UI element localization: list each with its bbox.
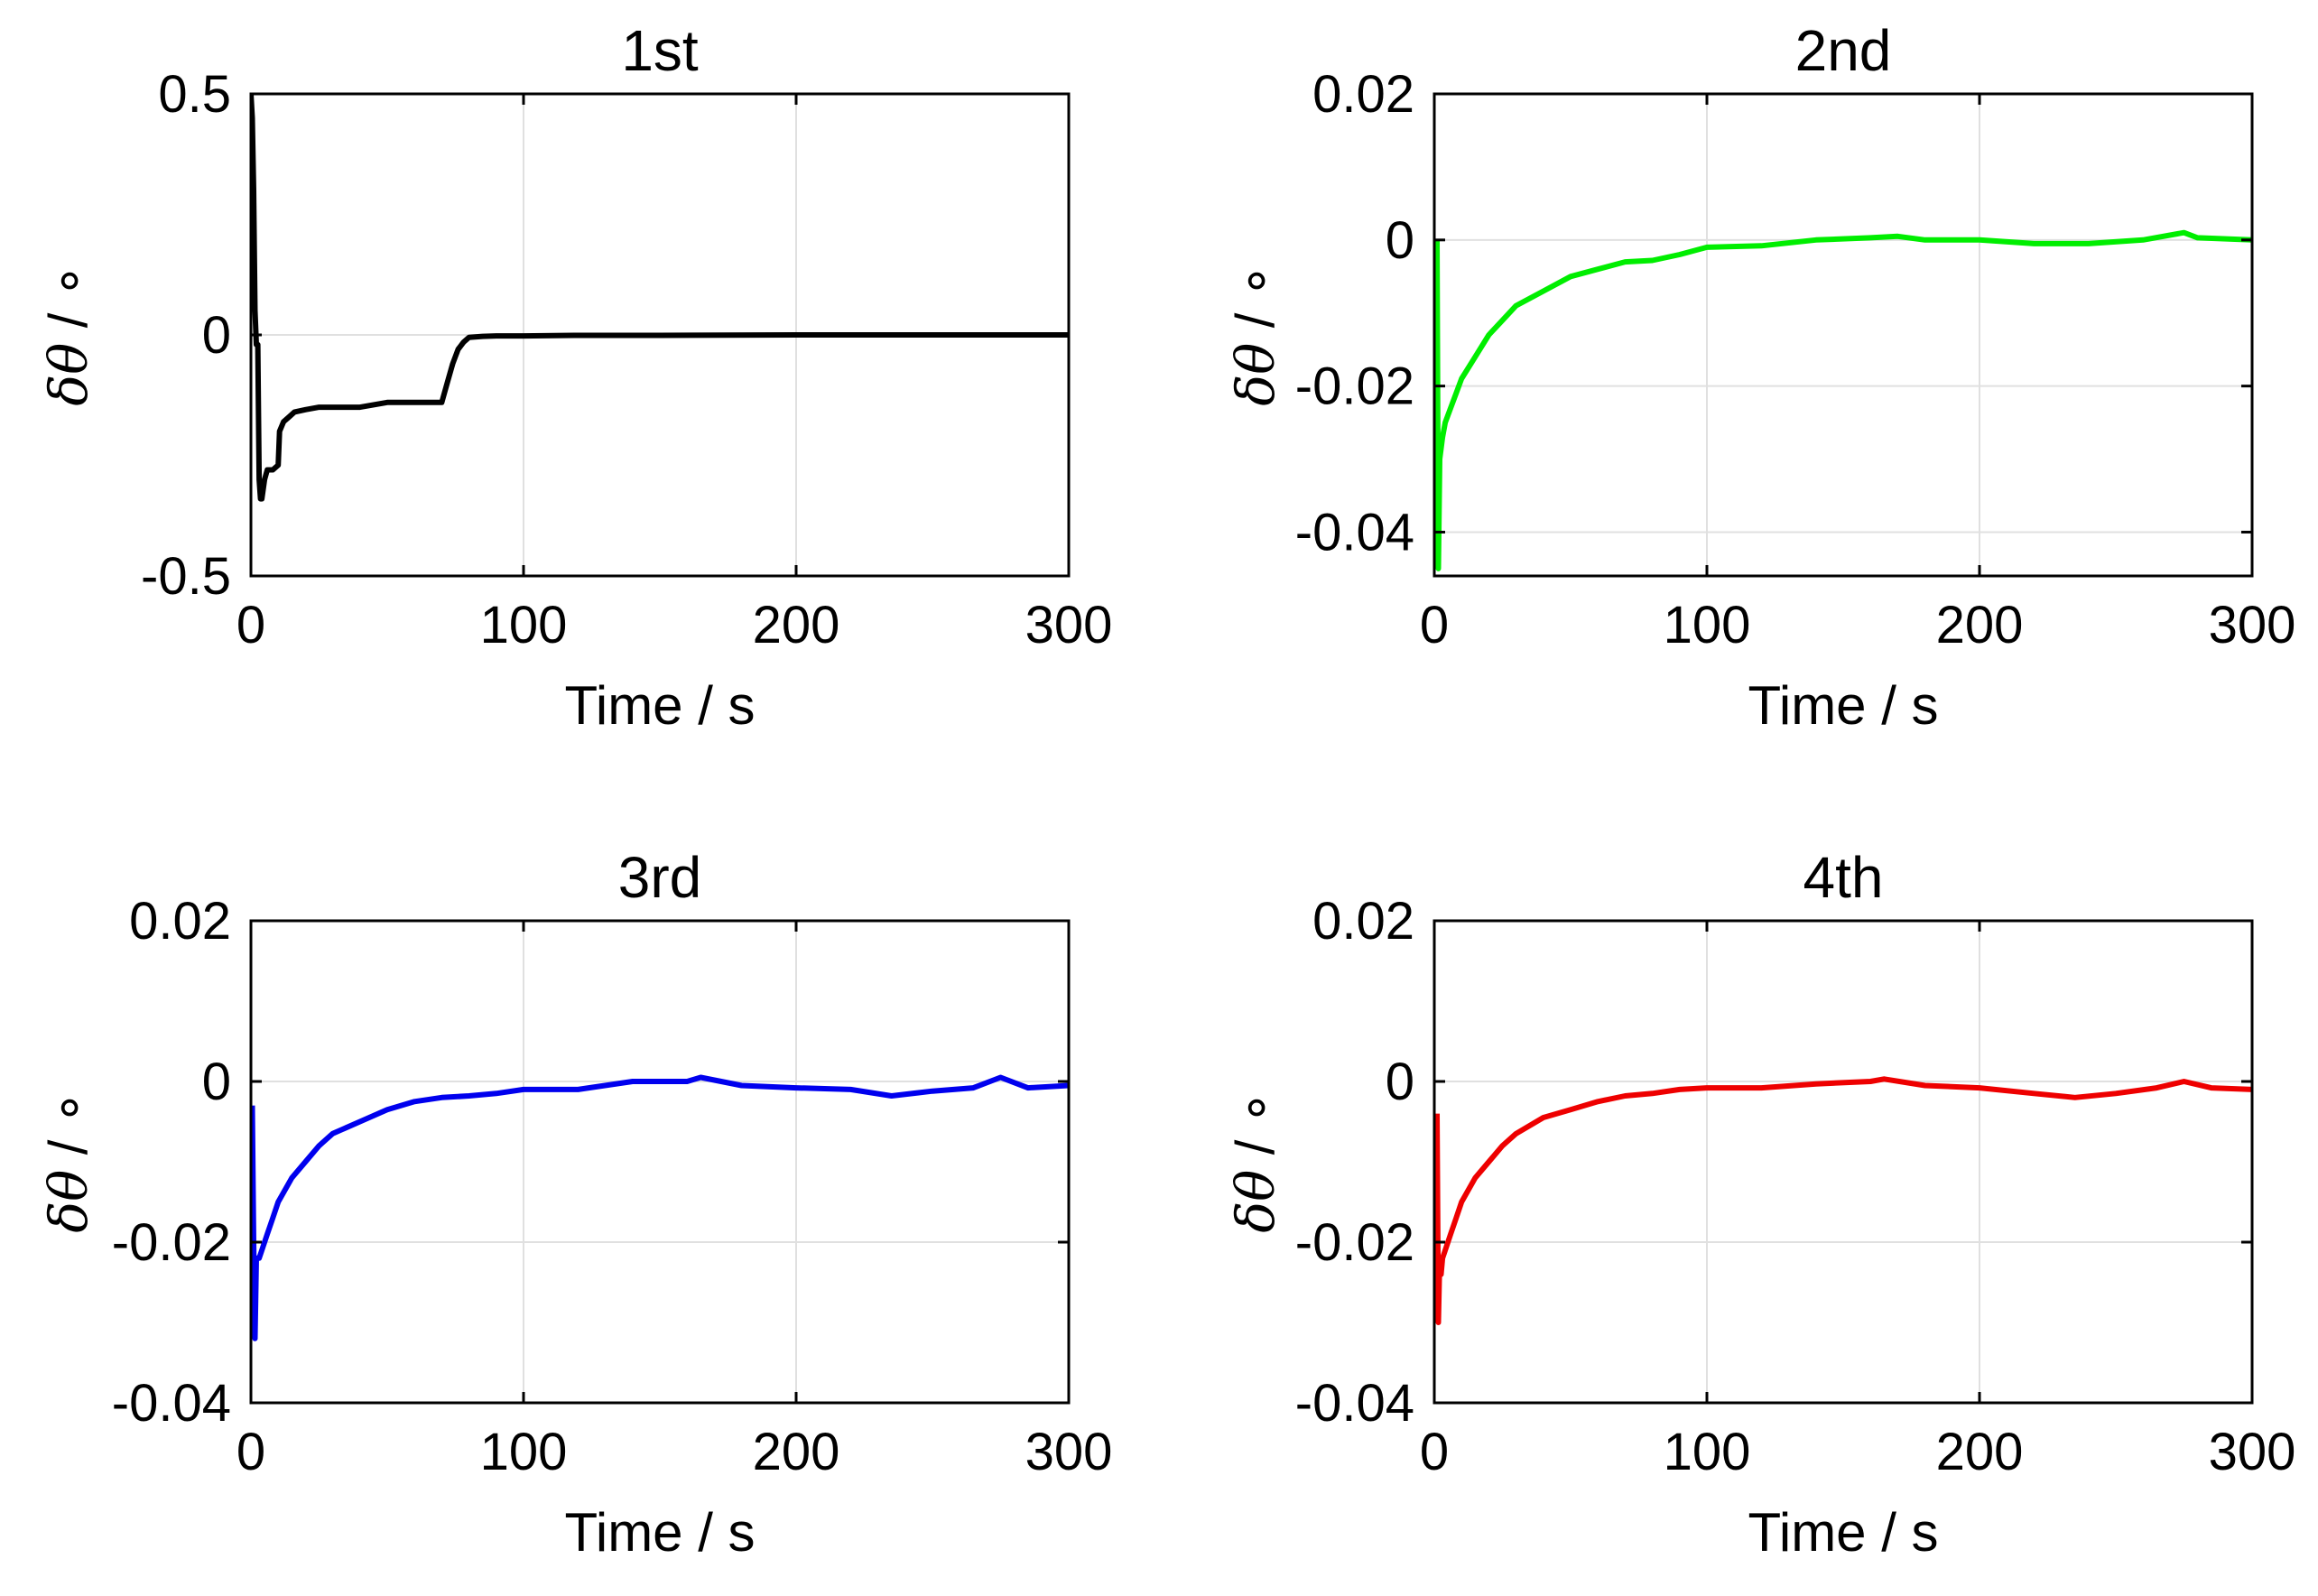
x-tick-label: 200 bbox=[753, 1423, 840, 1481]
y-tick-label: 0.5 bbox=[158, 65, 231, 124]
x-tick-label: 300 bbox=[1025, 1423, 1113, 1481]
chart-panel-4: 0 100 200 300 -0.04 -0.02 0 0.02 4th Time / s δθ /… bbox=[1225, 845, 2295, 1563]
y-axis-unit: ∘ bbox=[38, 264, 98, 298]
y-tick-label: 0.02 bbox=[1312, 892, 1414, 951]
x-tick-label: 200 bbox=[1936, 1423, 2024, 1481]
y-tick-label: 0.02 bbox=[1312, 65, 1414, 124]
y-tick-label: -0.04 bbox=[1295, 1374, 1414, 1433]
x-tick-label: 100 bbox=[480, 1423, 568, 1481]
chart-title: 2nd bbox=[1795, 18, 1892, 83]
y-axis-separator: / bbox=[1225, 298, 1285, 343]
chart-title: 3rd bbox=[618, 845, 702, 910]
x-tick-label: 100 bbox=[1664, 1423, 1751, 1481]
axes-frame bbox=[1433, 919, 2254, 1405]
y-axis-separator: / bbox=[38, 298, 98, 343]
axes-frame bbox=[249, 919, 1071, 1405]
y-axis-symbol: δθ bbox=[38, 343, 99, 406]
y-axis-separator: / bbox=[1225, 1125, 1285, 1170]
y-axis-unit: ∘ bbox=[1225, 264, 1285, 298]
chart-panel-3: 0 100 200 300 -0.04 -0.02 0 0.02 3rd Time / s δθ /… bbox=[38, 845, 1112, 1563]
plot-area bbox=[1434, 921, 2252, 1403]
chart-title: 1st bbox=[621, 18, 699, 83]
y-tick-label: -0.5 bbox=[141, 547, 231, 606]
y-tick-label: 0.02 bbox=[129, 892, 231, 951]
x-tick-label: 100 bbox=[480, 596, 568, 654]
series-line bbox=[251, 93, 1069, 502]
x-axis-label: Time / s bbox=[564, 675, 755, 736]
x-tick-label: 0 bbox=[236, 596, 265, 654]
series-line bbox=[251, 1074, 1069, 1341]
y-tick-label: -0.02 bbox=[1295, 1213, 1414, 1272]
y-axis-unit: ∘ bbox=[38, 1090, 98, 1125]
y-axis-separator: / bbox=[38, 1125, 98, 1170]
y-axis-symbol: δθ bbox=[1225, 343, 1286, 406]
y-tick-label: -0.02 bbox=[112, 1213, 231, 1272]
series-line bbox=[1434, 229, 2252, 571]
y-axis-symbol: δθ bbox=[38, 1170, 99, 1233]
chart-panel-2: 0 100 200 300 -0.04 -0.02 0 0.02 2nd Time / s δθ /… bbox=[1225, 18, 2295, 736]
y-tick-label: 0 bbox=[1386, 1053, 1414, 1111]
plot-area bbox=[251, 921, 1069, 1403]
x-tick-label: 300 bbox=[1025, 596, 1113, 654]
x-tick-label: 200 bbox=[1936, 596, 2024, 654]
x-axis-label: Time / s bbox=[564, 1502, 755, 1563]
y-tick-label: 0 bbox=[202, 1053, 231, 1111]
y-axis-label: δθ / ∘ bbox=[1225, 264, 1286, 405]
y-axis-label: δθ / ∘ bbox=[38, 264, 99, 405]
y-axis-symbol: δθ bbox=[1225, 1170, 1286, 1233]
chart-title: 4th bbox=[1803, 845, 1884, 910]
x-tick-label: 300 bbox=[2209, 596, 2296, 654]
x-axis-label: Time / s bbox=[1748, 1502, 1938, 1563]
axes-frame bbox=[1433, 92, 2254, 578]
x-tick-label: 0 bbox=[1420, 596, 1449, 654]
y-axis-label: δθ / ∘ bbox=[1225, 1090, 1286, 1232]
x-tick-label: 300 bbox=[2209, 1423, 2296, 1481]
x-tick-label: 0 bbox=[1420, 1423, 1449, 1481]
y-tick-label: 0 bbox=[1386, 211, 1414, 270]
y-tick-label: -0.04 bbox=[112, 1374, 231, 1433]
x-tick-label: 200 bbox=[753, 596, 840, 654]
y-axis-unit: ∘ bbox=[1225, 1090, 1285, 1125]
x-tick-label: 0 bbox=[236, 1423, 265, 1481]
series-line bbox=[1434, 1076, 2252, 1325]
x-tick-label: 100 bbox=[1664, 596, 1751, 654]
y-tick-label: -0.04 bbox=[1295, 503, 1414, 561]
x-axis-label: Time / s bbox=[1748, 675, 1938, 736]
y-tick-label: 0 bbox=[202, 306, 231, 365]
y-axis-label: δθ / ∘ bbox=[38, 1090, 99, 1232]
y-tick-label: -0.02 bbox=[1295, 357, 1414, 416]
plot-area bbox=[1434, 94, 2252, 576]
